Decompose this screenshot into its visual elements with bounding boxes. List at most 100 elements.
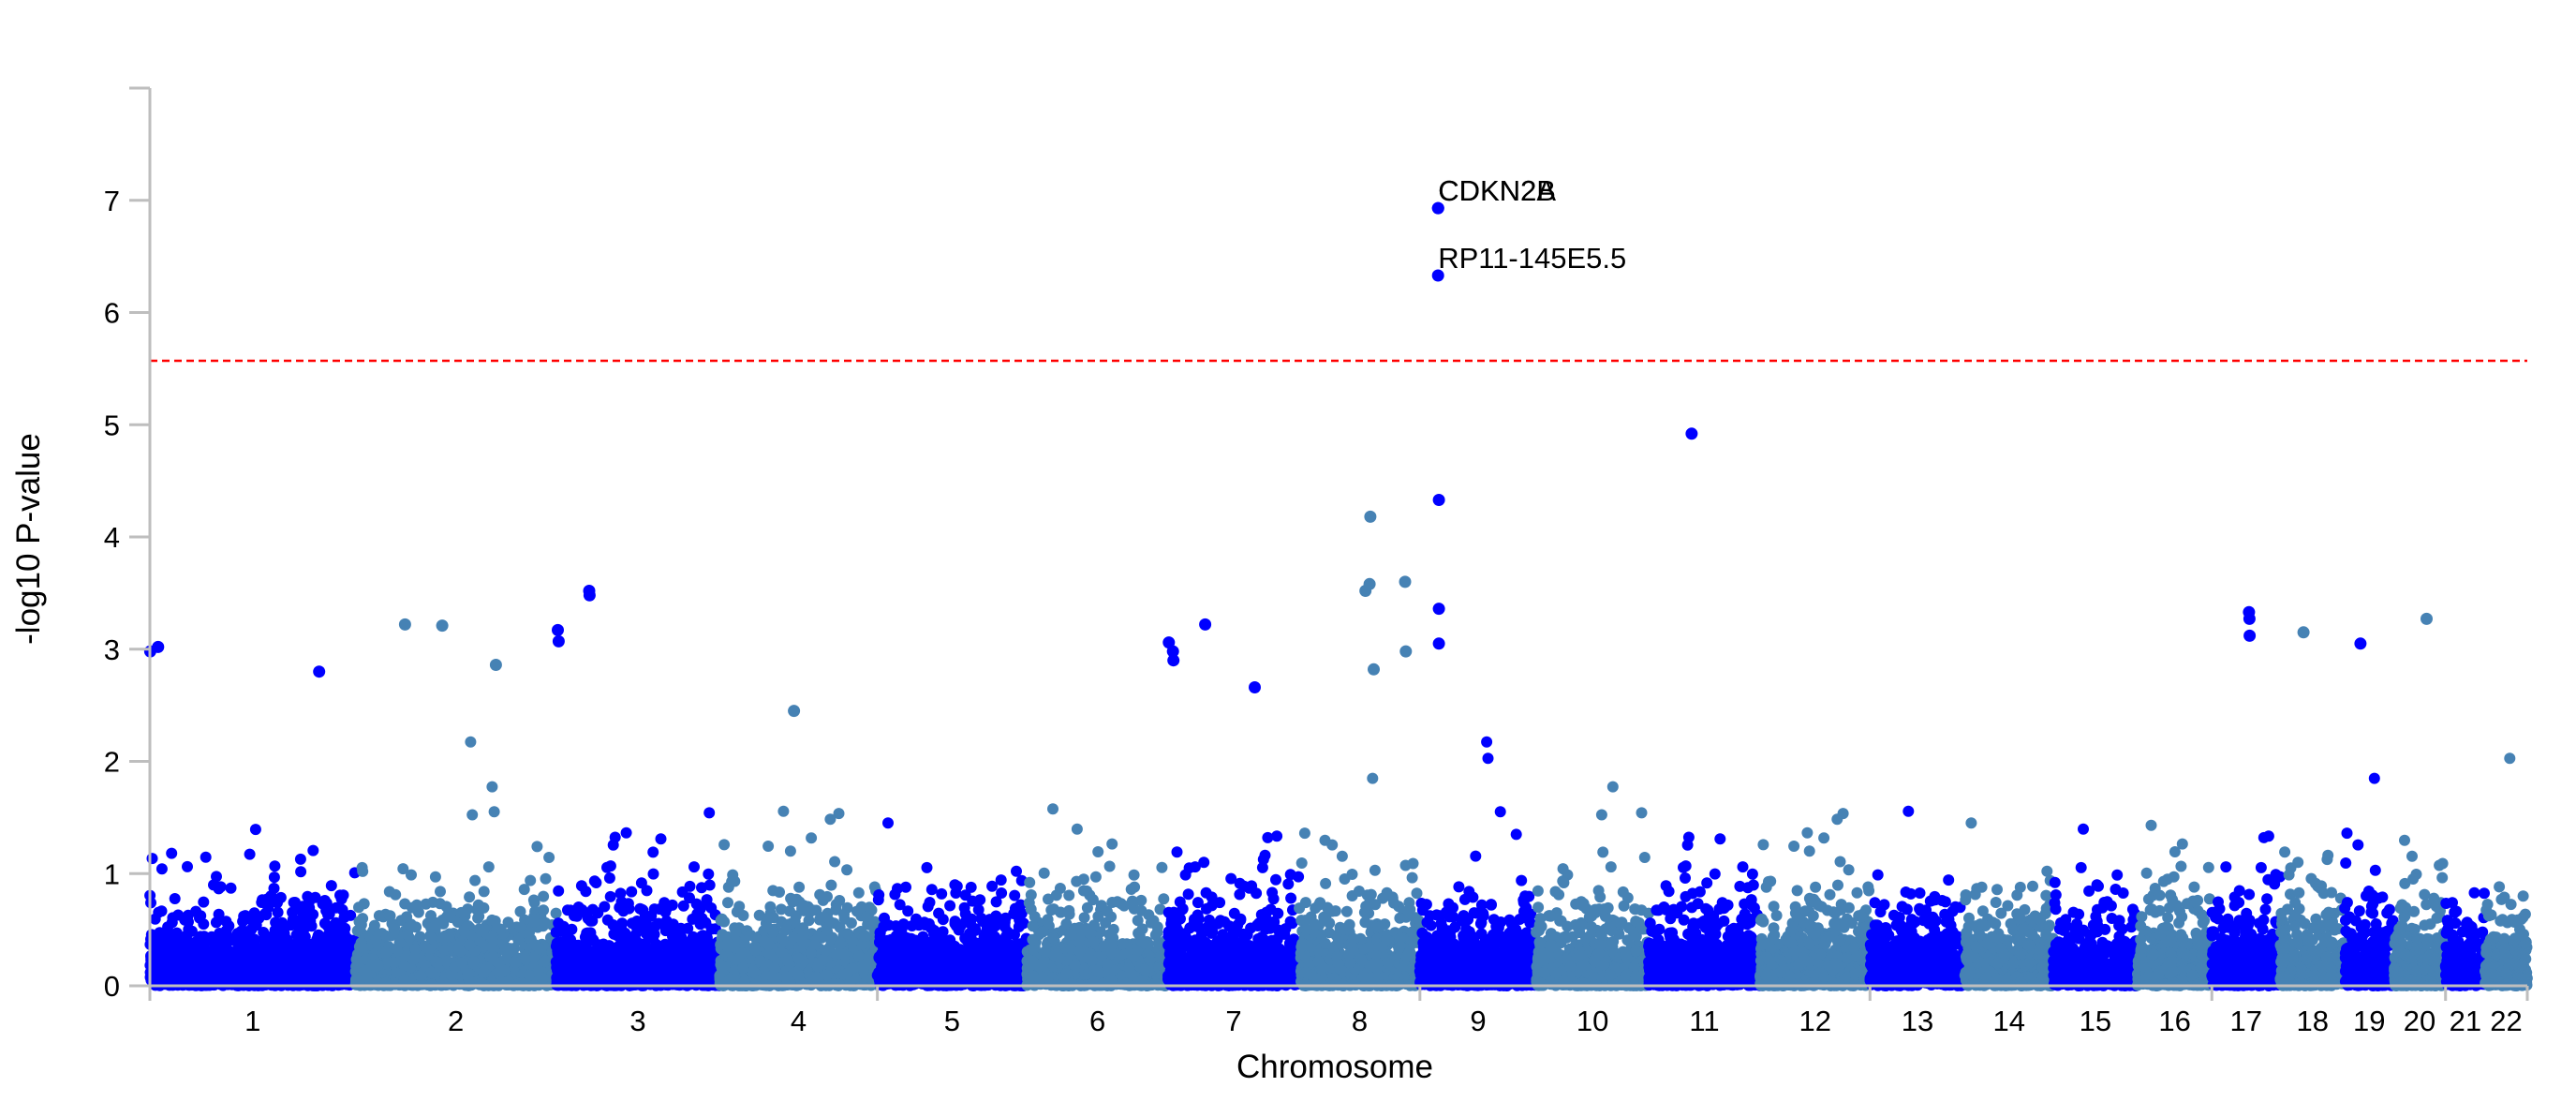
chromosome-1-points xyxy=(144,824,362,991)
snp-point xyxy=(562,904,573,916)
snp-point xyxy=(842,928,853,940)
snp-point xyxy=(604,890,616,902)
snp-point xyxy=(689,974,702,986)
snp-point xyxy=(647,846,659,858)
snp-point xyxy=(782,955,794,967)
snp-point xyxy=(703,868,715,880)
snp-point xyxy=(156,938,169,950)
snp-point xyxy=(437,932,450,944)
snp-point xyxy=(478,901,490,914)
snp-point xyxy=(617,905,629,917)
snp-point xyxy=(384,910,396,922)
snp-point xyxy=(335,893,348,905)
snp-point xyxy=(289,938,301,950)
snp-point xyxy=(166,847,178,859)
snp-point xyxy=(667,946,679,958)
snp-point xyxy=(655,833,667,845)
snp-point xyxy=(575,880,587,892)
snp-point xyxy=(841,864,853,876)
snp-point xyxy=(367,959,378,970)
snp-point xyxy=(452,943,465,955)
snp-point xyxy=(429,871,441,883)
snp-point xyxy=(357,865,369,877)
snp-point xyxy=(209,949,221,961)
snp-point xyxy=(805,946,817,959)
snp-point xyxy=(604,860,616,872)
snp-point xyxy=(254,944,266,956)
snp-point xyxy=(762,841,775,852)
snp-point xyxy=(320,943,333,955)
snp-point xyxy=(700,931,712,943)
snp-point xyxy=(155,863,168,875)
snp-point xyxy=(198,896,210,908)
snp-point xyxy=(405,920,417,932)
snp-point xyxy=(287,906,299,918)
snp-point xyxy=(552,978,564,990)
snp-point xyxy=(571,967,584,979)
snp-point xyxy=(458,924,470,936)
snp-point xyxy=(857,962,869,975)
snp-point xyxy=(169,893,181,904)
snp-point xyxy=(247,965,259,977)
snp-point xyxy=(629,945,642,957)
snp-point xyxy=(822,890,833,902)
snp-point xyxy=(330,916,342,929)
snp-point xyxy=(227,961,239,974)
snp-point xyxy=(219,974,231,986)
snp-point xyxy=(274,891,287,903)
snp-point xyxy=(455,906,467,918)
snp-point xyxy=(688,861,700,873)
snp-point xyxy=(540,872,552,885)
snp-point xyxy=(749,945,762,956)
chromosome-5-points xyxy=(871,817,1033,991)
snp-point xyxy=(434,898,446,910)
snp-point xyxy=(779,924,792,936)
snp-point xyxy=(784,845,796,857)
snp-point xyxy=(793,881,806,893)
snp-point xyxy=(195,931,206,943)
snp-point xyxy=(829,856,841,868)
snp-point xyxy=(614,946,627,958)
snp-point xyxy=(718,839,731,851)
snp-point xyxy=(626,886,638,898)
snp-point xyxy=(338,939,350,951)
snp-point xyxy=(682,946,694,959)
snp-point xyxy=(599,943,611,955)
snp-point xyxy=(182,860,193,872)
snp-point xyxy=(643,957,655,969)
snp-point xyxy=(704,961,717,973)
snp-point xyxy=(675,933,688,946)
snp-point xyxy=(635,877,647,889)
snp-point xyxy=(393,937,406,949)
chromosome-3-points xyxy=(550,807,726,991)
snp-point xyxy=(268,871,280,884)
snp-point xyxy=(510,957,522,969)
snp-point xyxy=(701,899,713,911)
snp-point xyxy=(814,914,825,926)
snp-point xyxy=(263,942,275,954)
snp-point xyxy=(668,969,680,981)
snp-point xyxy=(550,907,562,919)
snp-point xyxy=(745,930,757,941)
snp-point xyxy=(241,927,253,939)
snp-point xyxy=(303,917,314,930)
snp-point xyxy=(373,910,385,922)
snp-point xyxy=(213,908,225,920)
snp-point xyxy=(173,949,185,961)
snp-point xyxy=(859,931,870,943)
snp-point xyxy=(325,880,337,892)
snp-point xyxy=(307,908,319,920)
snp-point xyxy=(185,925,198,937)
snp-point xyxy=(748,965,760,977)
snp-point xyxy=(420,898,432,910)
snp-point xyxy=(272,906,284,918)
snp-point xyxy=(203,971,215,982)
snp-point xyxy=(307,961,319,974)
snp-point xyxy=(249,824,261,836)
snp-point xyxy=(538,904,550,916)
snp-point xyxy=(485,941,497,953)
snp-point xyxy=(810,972,822,983)
snp-point xyxy=(284,968,296,980)
snp-point xyxy=(370,934,382,946)
snp-point xyxy=(493,957,505,969)
